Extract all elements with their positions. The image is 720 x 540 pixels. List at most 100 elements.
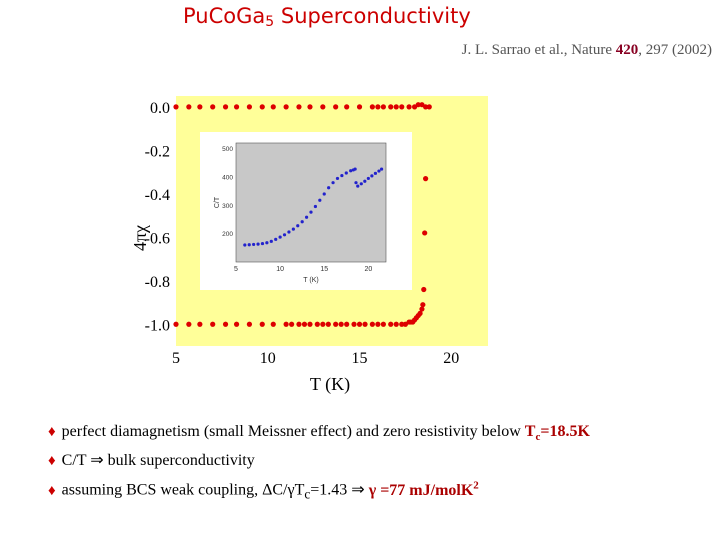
inset-y-tick-labels: 500 400 300 200 [222,146,233,238]
inset-data-point [363,179,367,183]
data-point [420,302,426,308]
x-tick-label: 10 [260,350,276,367]
data-point [399,321,405,327]
inset-x-axis-label: T (K) [303,277,318,284]
citation: J. L. Sarrao et al., Nature 420, 297 (20… [461,42,712,58]
data-point [369,104,375,110]
data-point [380,321,386,327]
data-point [333,104,339,110]
data-point [296,104,302,110]
inset-data-point [300,220,304,224]
inset-data-point [274,237,278,241]
inset-data-point [269,239,273,243]
y-tick-label: -1.0 [145,317,170,334]
data-point [283,104,289,110]
data-point [186,321,192,327]
data-point [375,321,381,327]
data-point [296,321,302,327]
bullet-item: ♦ assuming BCS weak coupling, ΔC/γTc=1.43… [48,479,479,502]
inset-data-point [379,167,384,171]
inset-data-point [256,242,260,246]
y-tick-label: -0.4 [145,187,170,204]
bullet-list: ♦ perfect diamagnetism (small Meissner ef… [48,420,590,507]
inset-x-tick-label: 5 [234,266,238,273]
inset-data-point [318,198,322,202]
inset-data-point [265,241,269,245]
data-point [222,321,229,327]
data-point [259,104,265,110]
main-series [173,102,432,327]
data-point [423,104,429,110]
inset-data-point [359,182,363,186]
data-point [270,321,276,327]
inset-y-tick-label: 200 [222,231,233,238]
inset-data-point [327,186,331,190]
data-point [426,104,432,110]
inset-data-point [278,235,282,239]
data-point [259,321,265,327]
inset-data-point [260,241,265,246]
inset-data-point [322,192,326,196]
inset-data-point [243,243,247,247]
inset-data-point [252,242,256,247]
inset-data-point [354,181,358,185]
inset-data-point [291,227,295,231]
data-point [173,321,179,327]
data-point [173,104,179,110]
data-point [197,104,203,110]
inset-data-point [356,184,360,188]
data-point [356,321,363,327]
y-axis-label: 4πχ [130,225,150,251]
data-point [325,321,331,327]
data-point [417,310,423,316]
inset-y-axis-label: C/T [214,196,221,208]
data-point [289,321,295,327]
data-point [283,321,289,327]
y-tick-label: -0.6 [145,230,170,247]
data-point [388,104,394,110]
data-point [210,104,216,110]
inset-data-point [366,176,370,181]
data-point [344,321,350,327]
data-point [388,321,394,327]
inset-y-tick-label: 500 [222,146,233,153]
inset-data-point [331,181,335,185]
inset-y-tick-label: 300 [222,203,233,210]
inset-plot-background [235,142,387,263]
data-point [393,321,399,327]
data-point [210,321,216,327]
diamond-bullet-icon: ♦ [48,424,56,440]
data-point [351,321,357,327]
data-point [399,104,405,110]
data-point [344,104,350,110]
inset-data-point [247,243,251,247]
data-point [314,321,320,327]
y-tick-label: -0.8 [145,274,170,291]
data-point [380,104,386,110]
x-tick-label: 5 [172,350,180,367]
diamond-bullet-icon: ♦ [48,453,56,470]
data-point [423,176,429,182]
inset-data-point [309,210,313,214]
data-point [233,321,240,327]
data-point [356,104,363,110]
inset-x-tick-label: 20 [364,266,372,273]
data-point [419,306,425,312]
x-tick-label: 20 [443,350,459,367]
inset-data-point [344,171,348,175]
inset-data-point [349,169,353,173]
inset-data-point [340,173,344,178]
data-point [222,104,229,110]
inset-data-point [287,230,291,234]
inset-data-point [296,224,300,228]
data-point [369,321,375,327]
data-point [362,321,368,327]
data-point [406,104,412,110]
data-point [307,321,313,327]
y-tick-label: -0.2 [145,143,170,160]
inset-x-tick-labels: 5 10 15 20 [234,266,372,273]
data-point [246,321,253,327]
inset-data-point [377,169,381,173]
inset-data-point [282,233,287,237]
